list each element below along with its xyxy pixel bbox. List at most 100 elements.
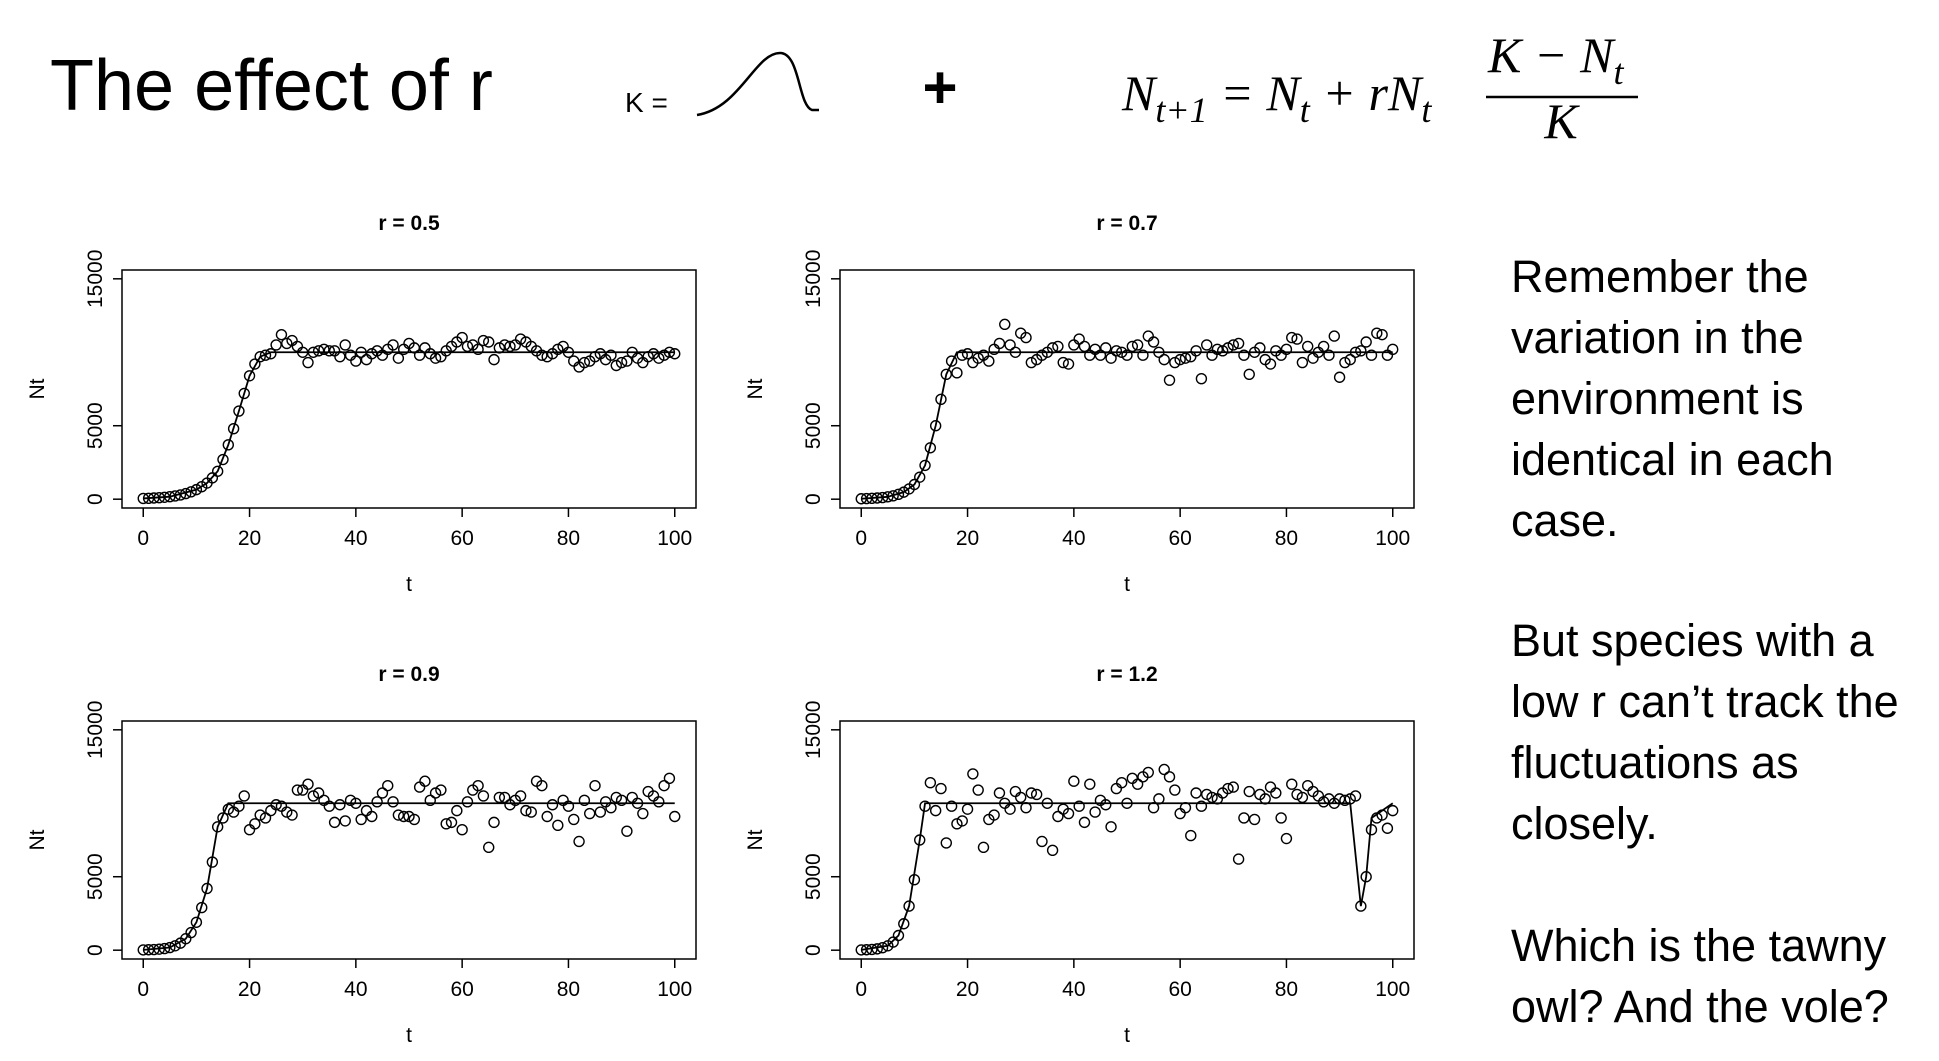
data-point bbox=[302, 778, 314, 790]
data-point bbox=[286, 809, 298, 821]
data-point bbox=[1211, 343, 1224, 356]
y-axis-label: Nt bbox=[26, 378, 49, 399]
data-point bbox=[562, 800, 575, 812]
data-point bbox=[988, 809, 1000, 821]
data-point bbox=[1243, 785, 1255, 798]
data-point bbox=[328, 816, 341, 829]
data-point bbox=[1131, 339, 1144, 351]
formula-part: t bbox=[1421, 90, 1432, 130]
data-point bbox=[924, 777, 937, 789]
note-line: fluctuations as bbox=[1511, 737, 1799, 788]
data-point bbox=[1195, 373, 1208, 385]
data-point bbox=[1270, 787, 1282, 799]
data-point bbox=[243, 370, 256, 382]
data-point bbox=[483, 336, 495, 348]
data-point bbox=[451, 804, 463, 817]
data-point bbox=[461, 796, 474, 808]
data-point bbox=[541, 810, 553, 823]
data-point bbox=[291, 784, 304, 796]
x-tick-label: 80 bbox=[1275, 527, 1298, 550]
x-tick-label: 0 bbox=[855, 527, 867, 550]
data-point bbox=[190, 483, 203, 496]
data-point bbox=[914, 471, 926, 483]
note-line: closely. bbox=[1511, 798, 1658, 849]
data-point bbox=[983, 355, 995, 367]
model-line bbox=[143, 351, 675, 500]
data-point bbox=[254, 350, 266, 363]
x-tick-label: 80 bbox=[557, 527, 580, 550]
x-tick-label: 40 bbox=[344, 527, 367, 550]
data-point bbox=[392, 809, 405, 821]
data-point bbox=[259, 812, 272, 824]
data-point bbox=[929, 420, 942, 432]
data-point bbox=[281, 337, 293, 350]
data-point bbox=[956, 349, 968, 361]
x-tick-label: 100 bbox=[1375, 527, 1410, 550]
data-point bbox=[1216, 345, 1229, 357]
formula-denominator: K bbox=[1543, 93, 1580, 149]
note-line: low r can’t track the bbox=[1511, 676, 1899, 727]
data-point bbox=[945, 800, 958, 812]
note-line: But species with a bbox=[1511, 615, 1875, 666]
data-point bbox=[211, 465, 224, 477]
data-point bbox=[1323, 349, 1335, 361]
data-point bbox=[382, 779, 394, 792]
data-point bbox=[387, 796, 399, 808]
data-point bbox=[1201, 788, 1213, 801]
data-point bbox=[977, 841, 990, 854]
data-point bbox=[366, 348, 378, 360]
x-axis-label: t bbox=[406, 1024, 412, 1047]
data-point bbox=[573, 835, 585, 848]
data-point bbox=[238, 790, 250, 802]
data-point bbox=[1339, 794, 1351, 807]
data-point bbox=[1339, 356, 1351, 369]
data-point bbox=[275, 328, 288, 341]
data-point bbox=[227, 422, 240, 435]
data-point bbox=[1137, 349, 1149, 361]
data-point bbox=[1201, 339, 1213, 351]
data-point bbox=[1238, 349, 1250, 361]
data-point bbox=[413, 349, 426, 361]
data-point bbox=[1057, 356, 1069, 369]
y-tick-label: 0 bbox=[802, 493, 825, 505]
data-point bbox=[217, 453, 229, 466]
x-tick-label: 60 bbox=[1168, 978, 1191, 1001]
x-tick-label: 80 bbox=[1275, 978, 1298, 1001]
data-point bbox=[610, 359, 622, 372]
data-point bbox=[1349, 790, 1362, 802]
data-point bbox=[238, 387, 250, 400]
y-tick-label: 5000 bbox=[802, 402, 825, 449]
data-point bbox=[1381, 822, 1394, 834]
data-point bbox=[514, 790, 527, 802]
data-point bbox=[520, 804, 532, 817]
data-point bbox=[376, 787, 389, 799]
x-tick-label: 20 bbox=[238, 527, 261, 550]
data-point bbox=[669, 348, 681, 360]
data-point bbox=[578, 794, 591, 807]
y-tick-label: 0 bbox=[84, 944, 107, 956]
chart-title: r = 0.7 bbox=[1096, 212, 1157, 235]
data-point bbox=[403, 810, 415, 823]
data-point bbox=[658, 349, 670, 361]
y-axis-label: Nt bbox=[26, 829, 49, 850]
data-point bbox=[270, 799, 282, 811]
data-point bbox=[605, 349, 617, 361]
data-point bbox=[999, 318, 1011, 331]
y-tick-label: 5000 bbox=[84, 853, 107, 900]
y-tick-label: 5000 bbox=[802, 853, 825, 900]
data-point bbox=[435, 784, 447, 796]
x-axis-label: t bbox=[406, 573, 412, 596]
y-tick-label: 0 bbox=[84, 493, 107, 505]
data-point bbox=[350, 355, 362, 367]
data-point bbox=[1025, 356, 1038, 369]
x-tick-label: 40 bbox=[344, 978, 367, 1001]
data-point bbox=[302, 356, 314, 369]
data-point bbox=[940, 368, 952, 381]
data-point bbox=[1020, 331, 1032, 344]
data-point bbox=[935, 782, 947, 795]
data-point bbox=[1344, 353, 1356, 366]
data-point bbox=[653, 796, 665, 808]
y-tick-label: 15000 bbox=[84, 250, 107, 308]
x-tick-label: 20 bbox=[956, 527, 979, 550]
plot-frame bbox=[839, 720, 1415, 960]
